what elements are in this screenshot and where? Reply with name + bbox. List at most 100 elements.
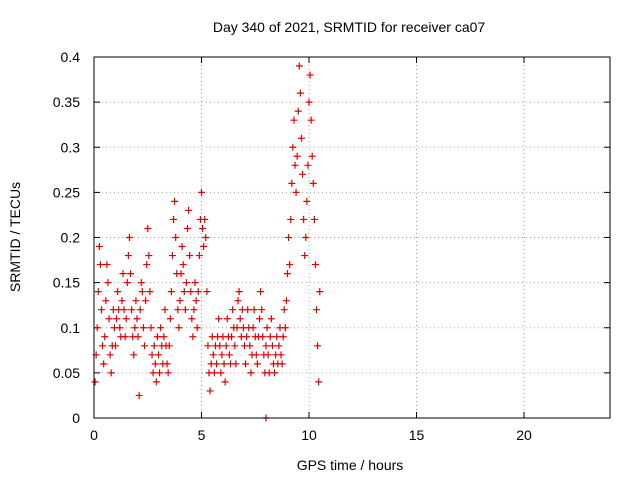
data-point	[106, 351, 114, 359]
data-point	[308, 152, 316, 160]
data-point	[243, 333, 251, 341]
data-point	[280, 306, 288, 314]
data-point	[165, 342, 173, 350]
data-point	[139, 324, 147, 332]
data-point	[288, 179, 296, 187]
tick-marks	[93, 56, 610, 419]
data-point	[305, 98, 313, 106]
data-point	[138, 288, 146, 296]
data-point	[268, 342, 276, 350]
data-point	[289, 143, 297, 151]
data-point	[107, 369, 115, 377]
data-point	[228, 333, 236, 341]
data-point	[242, 360, 250, 368]
data-point	[160, 333, 168, 341]
data-point	[314, 342, 322, 350]
data-point	[130, 351, 138, 359]
data-point	[120, 306, 128, 314]
data-point	[152, 378, 160, 386]
data-point	[118, 297, 126, 305]
data-point	[244, 306, 252, 314]
data-point	[141, 342, 149, 350]
data-point	[249, 324, 257, 332]
data-point	[131, 324, 139, 332]
data-point	[161, 306, 169, 314]
data-point	[287, 215, 295, 223]
data-point	[281, 324, 289, 332]
data-point	[116, 324, 124, 332]
data-point	[234, 297, 242, 305]
data-point	[216, 342, 224, 350]
data-point	[233, 324, 241, 332]
data-point	[220, 360, 228, 368]
tick-labels: 0 5 10 15 20 0 0.05 0.1 0.15 0.2 0.25 0.3 0.35 0.4	[53, 49, 532, 443]
data-point	[266, 333, 274, 341]
data-point	[153, 333, 161, 341]
data-point	[292, 188, 300, 196]
data-point	[271, 369, 279, 377]
y-tick-label: 0.2	[61, 230, 81, 246]
data-point	[284, 270, 291, 278]
data-point	[273, 333, 281, 341]
data-point	[267, 315, 275, 323]
data-point	[104, 279, 112, 287]
data-point	[123, 279, 131, 287]
data-point	[229, 306, 237, 314]
y-tick-label: 0.25	[53, 184, 80, 200]
data-point	[99, 342, 107, 350]
grid-lines	[94, 57, 610, 418]
data-point	[316, 288, 324, 296]
data-point	[113, 315, 121, 323]
data-point	[263, 324, 271, 332]
data-point	[282, 297, 290, 305]
data-point	[192, 297, 200, 305]
data-point	[297, 134, 305, 142]
data-point	[100, 360, 108, 368]
data-point	[149, 369, 157, 377]
data-point	[286, 261, 294, 269]
data-point	[307, 116, 315, 124]
data-points	[91, 62, 324, 422]
data-point	[295, 62, 303, 70]
data-point	[132, 297, 140, 305]
y-tick-label: 0.15	[53, 275, 80, 291]
data-point	[215, 315, 223, 323]
data-point	[191, 279, 199, 287]
data-point	[151, 360, 159, 368]
data-point	[202, 234, 210, 241]
data-point	[180, 288, 188, 296]
data-point	[209, 351, 217, 359]
data-point	[293, 152, 301, 160]
x-tick-label: 20	[516, 427, 532, 443]
data-point	[135, 391, 143, 399]
data-point	[174, 306, 182, 314]
data-point	[217, 369, 225, 377]
data-point	[315, 378, 323, 386]
data-point	[171, 197, 179, 205]
data-point	[181, 306, 189, 314]
data-point	[193, 324, 201, 332]
data-point	[222, 342, 230, 350]
data-point	[157, 324, 165, 332]
data-point	[172, 234, 180, 241]
x-tick-label: 10	[301, 427, 317, 443]
data-point	[166, 315, 174, 323]
data-point	[204, 342, 212, 350]
data-point	[301, 252, 309, 260]
x-tick-label: 15	[409, 427, 425, 443]
data-point	[290, 116, 298, 124]
y-tick-label: 0.35	[53, 94, 80, 110]
data-point	[187, 288, 195, 296]
data-point	[150, 342, 158, 350]
data-point	[136, 306, 144, 314]
data-point	[206, 387, 214, 395]
x-tick-label: 5	[198, 427, 206, 443]
data-point	[232, 360, 240, 368]
data-point	[170, 215, 178, 223]
y-tick-label: 0.4	[61, 49, 81, 65]
data-point	[252, 351, 260, 359]
data-point	[144, 224, 152, 232]
data-point	[105, 315, 113, 323]
data-point	[121, 333, 129, 341]
data-point	[256, 315, 264, 323]
